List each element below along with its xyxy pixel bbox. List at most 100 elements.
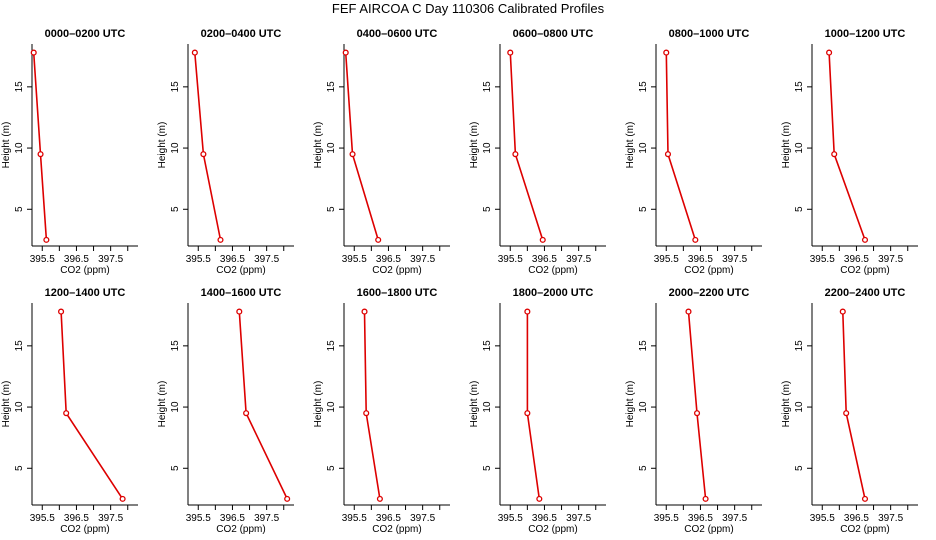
y-tick-label: 15	[326, 81, 337, 93]
y-tick-label: 10	[170, 401, 181, 413]
x-tick-label: 397.5	[254, 254, 279, 265]
y-tick-label: 5	[638, 206, 649, 212]
x-tick-label: 395.5	[30, 513, 55, 524]
profile-point	[284, 495, 291, 502]
x-tick-label: 397.5	[566, 513, 591, 524]
y-axis-label: Height (m)	[313, 122, 324, 169]
y-tick-label: 10	[794, 142, 805, 154]
profile-point	[524, 410, 531, 417]
y-tick-label: 15	[326, 340, 337, 352]
panel-title: 1600–1800 UTC	[357, 287, 438, 299]
profile-point	[663, 49, 670, 56]
x-axis-label: CO2 (ppm)	[60, 524, 109, 535]
panel-title: 0600–0800 UTC	[513, 28, 594, 40]
profile-point	[243, 410, 250, 417]
y-axis-label: Height (m)	[469, 122, 480, 169]
profile-point	[361, 308, 368, 315]
y-tick-label: 5	[482, 465, 493, 471]
profile-point	[843, 410, 850, 417]
y-tick-label: 5	[794, 206, 805, 212]
profile-point	[693, 410, 701, 417]
profile-point	[63, 410, 70, 417]
y-tick-label: 15	[170, 340, 181, 352]
x-axis-label: CO2 (ppm)	[372, 524, 421, 535]
y-tick-label: 10	[14, 142, 25, 154]
profile-point	[831, 151, 838, 158]
x-tick-label: 397.5	[878, 513, 903, 524]
x-axis-label: CO2 (ppm)	[216, 265, 265, 276]
y-tick-label: 10	[482, 401, 493, 413]
x-tick-label: 397.5	[98, 513, 123, 524]
x-tick-label: 396.5	[376, 254, 401, 265]
profile-line	[687, 311, 707, 499]
x-tick-label: 397.5	[410, 254, 435, 265]
profile-point	[43, 236, 50, 243]
profile-point	[342, 49, 349, 56]
profile-line	[238, 311, 288, 500]
x-axis-label: CO2 (ppm)	[684, 524, 733, 535]
y-axis-label: Height (m)	[313, 381, 324, 428]
y-tick-label: 15	[14, 81, 25, 93]
profile-line	[60, 311, 124, 500]
profile-point	[58, 308, 65, 315]
y-axis-label: Height (m)	[469, 381, 480, 428]
x-tick-label: 396.5	[376, 513, 401, 524]
profile-point	[507, 49, 514, 56]
y-tick-label: 15	[638, 81, 649, 93]
profile-point	[524, 308, 531, 315]
x-tick-label: 397.5	[98, 254, 123, 265]
panel-title: 1000–1200 UTC	[825, 28, 906, 40]
x-axis-label: CO2 (ppm)	[60, 265, 109, 276]
y-tick-label: 15	[482, 340, 493, 352]
x-axis-label: CO2 (ppm)	[840, 524, 889, 535]
y-tick-label: 5	[326, 206, 337, 212]
x-tick-label: 396.5	[532, 254, 557, 265]
profile-line	[32, 52, 48, 240]
y-tick-label: 10	[638, 142, 649, 154]
profile-point	[375, 236, 382, 243]
profile-line	[665, 52, 697, 241]
x-tick-label: 396.5	[688, 254, 713, 265]
y-axis-label: Height (m)	[157, 122, 168, 169]
profile-point	[191, 49, 198, 56]
x-tick-label: 395.5	[30, 254, 55, 265]
x-tick-label: 396.5	[688, 513, 713, 524]
x-tick-label: 397.5	[878, 254, 903, 265]
y-tick-label: 10	[326, 142, 337, 154]
panel-title: 0400–0600 UTC	[357, 28, 438, 40]
profile-point	[861, 495, 869, 502]
x-tick-label: 395.5	[654, 513, 679, 524]
y-axis-label: Height (m)	[1, 122, 12, 169]
x-tick-label: 397.5	[254, 513, 279, 524]
y-tick-label: 5	[14, 465, 25, 471]
profile-point	[512, 151, 519, 158]
x-tick-label: 395.5	[810, 254, 835, 265]
x-tick-label: 395.5	[654, 254, 679, 265]
y-axis-label: Height (m)	[781, 122, 792, 169]
profile-line	[828, 52, 866, 241]
panel-title: 0800–1000 UTC	[669, 28, 750, 40]
y-tick-label: 15	[482, 81, 493, 93]
profile-point	[376, 495, 383, 502]
panel-title: 1200–1400 UTC	[45, 287, 126, 299]
y-axis-label: Height (m)	[781, 381, 792, 428]
x-axis-label: CO2 (ppm)	[684, 265, 733, 276]
y-tick-label: 10	[482, 142, 493, 154]
profile-point	[826, 49, 833, 56]
y-axis-label: Height (m)	[1, 381, 12, 428]
x-tick-label: 396.5	[220, 254, 245, 265]
y-axis-label: Height (m)	[157, 381, 168, 428]
profile-line	[509, 52, 544, 241]
y-tick-label: 5	[326, 465, 337, 471]
x-tick-label: 395.5	[342, 254, 367, 265]
profile-line	[363, 311, 381, 500]
y-tick-label: 15	[170, 81, 181, 93]
y-tick-label: 10	[14, 401, 25, 413]
main-title: FEF AIRCOA C Day 110306 Calibrated Profi…	[332, 1, 605, 16]
x-tick-label: 395.5	[186, 513, 211, 524]
y-tick-label: 15	[638, 340, 649, 352]
panel-title: 1800–2000 UTC	[513, 287, 594, 299]
y-tick-label: 15	[794, 81, 805, 93]
y-tick-label: 5	[638, 465, 649, 471]
